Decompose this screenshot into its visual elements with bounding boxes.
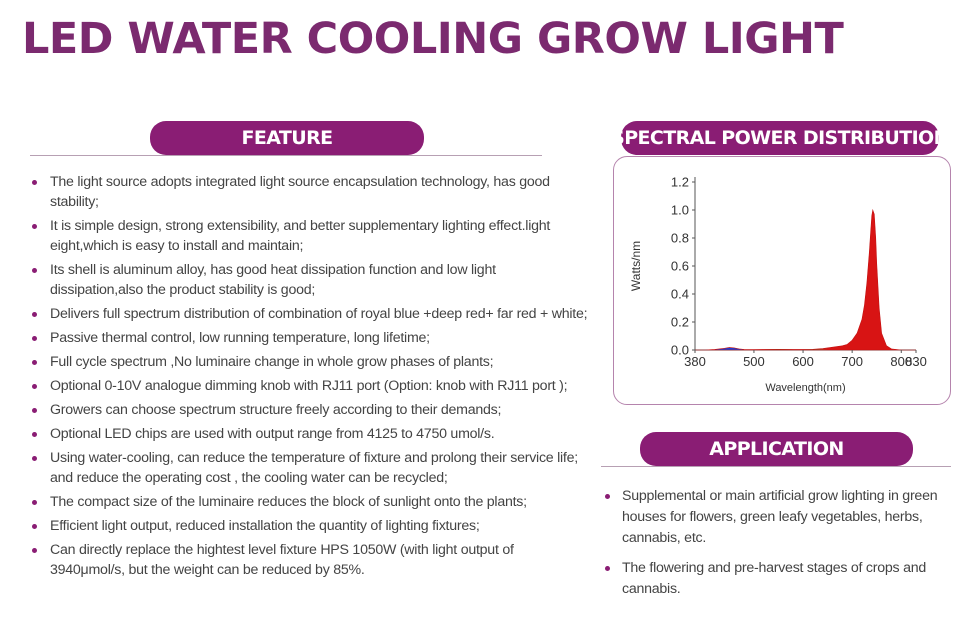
list-item: Can directly replace the hightest level … <box>30 540 590 580</box>
list-item: Optional LED chips are used with output … <box>30 424 590 444</box>
application-list: Supplemental or main artificial grow lig… <box>602 486 942 609</box>
y-tick-label: 0.0 <box>671 343 689 358</box>
list-item: Its shell is aluminum alloy, has good he… <box>30 260 590 300</box>
list-item: Full cycle spectrum ,No luminaire change… <box>30 352 590 372</box>
list-item: Efficient light output, reduced installa… <box>30 516 590 536</box>
list-item: Delivers full spectrum distribution of c… <box>30 304 590 324</box>
list-item: Optional 0-10V analogue dimming knob wit… <box>30 376 590 396</box>
feature-header: FEATURE <box>150 121 424 155</box>
x-tick-label: 800 <box>890 354 912 369</box>
x-tick-label: 600 <box>792 354 814 369</box>
y-tick-label: 1.2 <box>671 175 689 190</box>
y-axis-label: Watts/nm <box>629 241 643 291</box>
y-tick-label: 0.8 <box>671 231 689 246</box>
list-item: The compact size of the luminaire reduce… <box>30 492 590 512</box>
x-axis-label: Wavelength(nm) <box>765 382 845 394</box>
list-item: The light source adopts integrated light… <box>30 172 590 212</box>
feature-divider <box>30 155 542 156</box>
list-item: Supplemental or main artificial grow lig… <box>602 486 942 549</box>
spd-chart-panel: 0.0 0.2 0.4 0.6 0.8 1.0 1.2 380 500 600 700 800 830 W… <box>613 156 951 405</box>
x-tick-label: 700 <box>841 354 863 369</box>
x-tick-label: 500 <box>743 354 765 369</box>
application-header: APPLICATION <box>640 432 913 466</box>
list-item: Passive thermal control, low running tem… <box>30 328 590 348</box>
y-tick-label: 0.4 <box>671 287 689 302</box>
list-item: Using water-cooling, can reduce the temp… <box>30 448 590 488</box>
x-tick-label: 830 <box>905 354 927 369</box>
list-item: The flowering and pre-harvest stages of … <box>602 558 942 600</box>
list-item: Growers can choose spectrum structure fr… <box>30 400 590 420</box>
y-tick-label: 1.0 <box>671 203 689 218</box>
list-item: It is simple design, strong extensibilit… <box>30 216 590 256</box>
page-title: LED WATER COOLING GROW LIGHT <box>22 14 844 64</box>
feature-list: The light source adopts integrated light… <box>30 172 590 584</box>
y-tick-label: 0.2 <box>671 315 689 330</box>
spectrum-area <box>695 208 916 351</box>
application-divider <box>601 466 951 467</box>
spd-header: SPECTRAL POWER DISTRIBUTION <box>611 121 950 155</box>
x-tick-label: 380 <box>684 354 706 369</box>
y-tick-label: 0.6 <box>671 259 689 274</box>
